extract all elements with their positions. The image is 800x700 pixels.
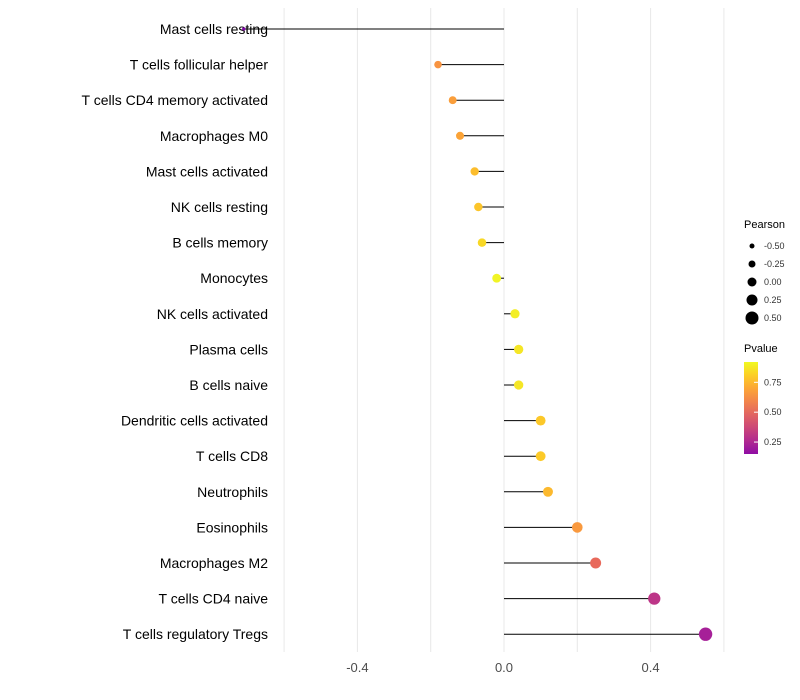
point <box>474 202 483 212</box>
size-legend-label: 0.00 <box>764 277 782 287</box>
category-label: Monocytes <box>200 270 268 286</box>
point <box>648 592 661 605</box>
point <box>242 27 246 31</box>
category-label: Mast cells resting <box>160 21 268 37</box>
point <box>477 238 487 247</box>
category-label: Neutrophils <box>197 484 268 500</box>
size-legend-title: Pearson <box>744 219 785 231</box>
category-label: NK cells resting <box>171 199 268 215</box>
point <box>514 380 524 390</box>
size-legend-dot <box>749 243 755 249</box>
color-legend-title: Pvalue <box>744 343 778 355</box>
size-legend-group: Pearson -0.50 -0.25 0.00 0.25 0.50 <box>744 219 785 325</box>
rows-group: Mast cells resting T cells follicular hel… <box>82 21 713 642</box>
category-label: Macrophages M0 <box>160 128 268 144</box>
point <box>448 96 457 105</box>
x-tick-label: 0.0 <box>495 660 513 675</box>
category-label: T cells CD4 naive <box>159 591 269 607</box>
point <box>470 167 479 176</box>
category-label: Macrophages M2 <box>160 555 268 571</box>
color-legend-label: 0.25 <box>764 437 782 447</box>
category-label: T cells CD4 memory activated <box>82 92 268 108</box>
point <box>456 131 465 140</box>
size-legend-label: -0.50 <box>764 241 785 251</box>
point <box>434 60 442 69</box>
x-axis-group: -0.4 0.0 0.4 <box>346 660 659 675</box>
point <box>535 415 546 426</box>
size-legend-label: 0.25 <box>764 295 782 305</box>
point <box>543 486 553 497</box>
size-legend-label: -0.25 <box>764 259 785 269</box>
color-legend-group: Pvalue 0.75 0.50 0.25 <box>744 343 782 454</box>
size-legend-dot <box>746 294 758 306</box>
gridlines-group <box>283 8 725 652</box>
category-label: Plasma cells <box>189 341 268 357</box>
size-legend-dot <box>748 260 756 268</box>
point <box>572 522 583 533</box>
x-tick-label: -0.4 <box>346 660 368 675</box>
x-tick-label: 0.4 <box>642 660 660 675</box>
color-legend-label: 0.50 <box>764 407 782 417</box>
color-legend-bar <box>744 362 758 454</box>
point <box>590 557 602 569</box>
category-label: Dendritic cells activated <box>121 413 268 429</box>
category-label: Eosinophils <box>196 519 268 535</box>
category-label: B cells naive <box>189 377 268 393</box>
point <box>510 309 520 319</box>
category-label: B cells memory <box>172 235 268 251</box>
size-legend-dot <box>747 277 757 287</box>
point <box>535 451 546 462</box>
color-legend-label: 0.75 <box>764 377 782 387</box>
size-legend-label: 0.50 <box>764 313 782 323</box>
point <box>514 344 524 355</box>
category-label: Mast cells activated <box>146 163 268 179</box>
point <box>492 273 502 283</box>
category-label: T cells regulatory Tregs <box>123 626 268 642</box>
category-label: T cells CD8 <box>196 448 268 464</box>
point <box>698 627 713 641</box>
category-label: T cells follicular helper <box>130 57 269 73</box>
size-legend-dot <box>745 311 759 325</box>
category-label: NK cells activated <box>157 306 268 322</box>
